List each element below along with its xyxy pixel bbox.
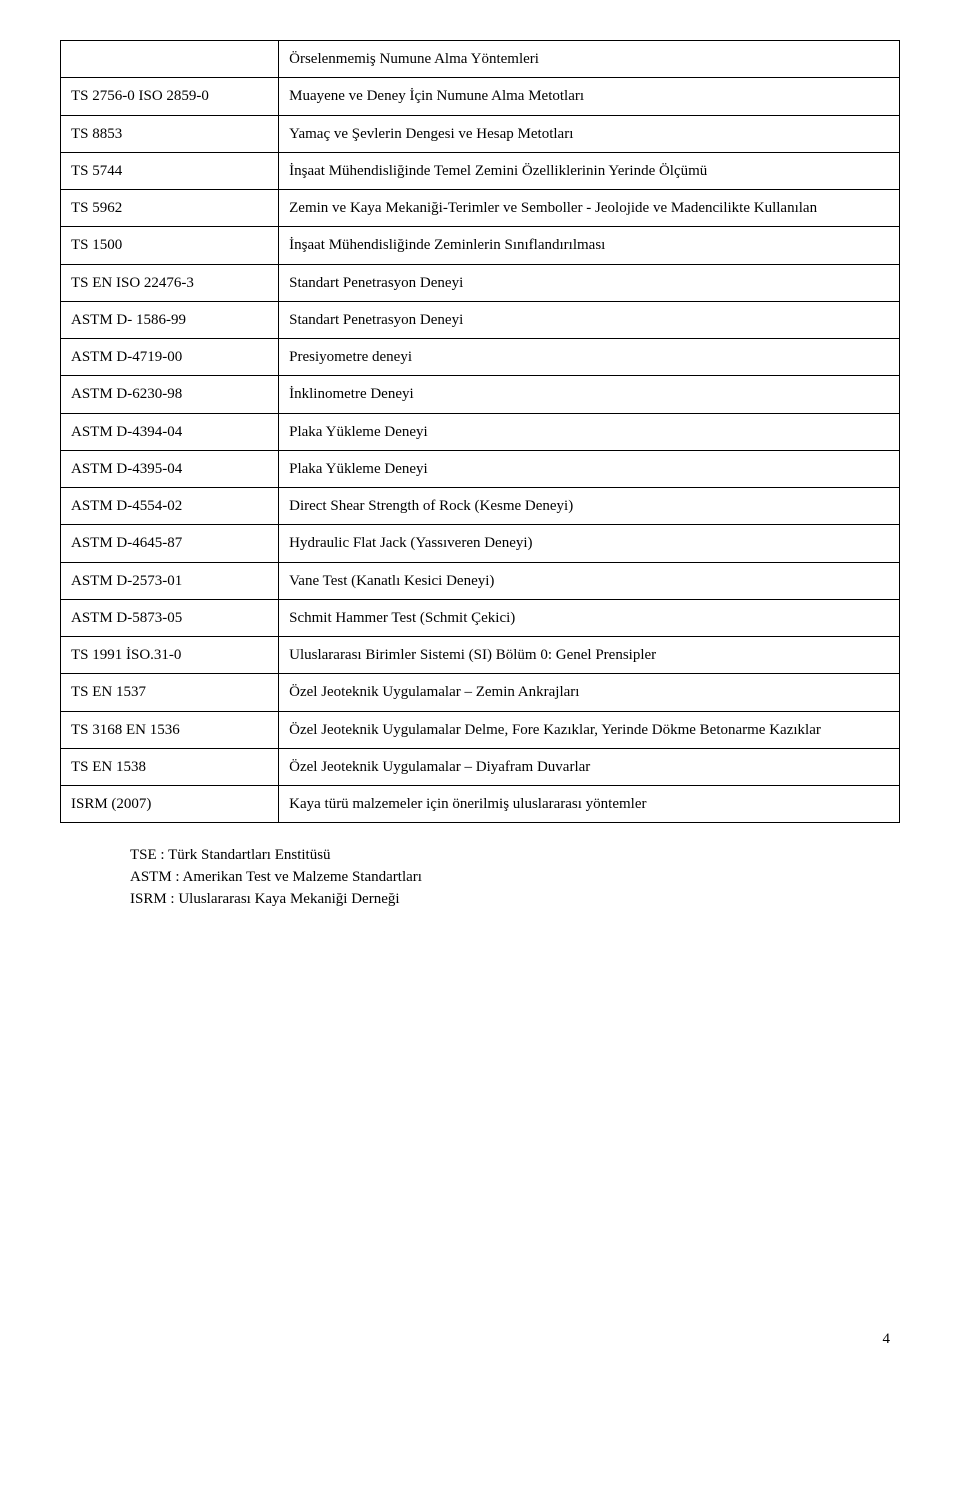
table-row: TS EN 1538Özel Jeoteknik Uygulamalar – D…	[61, 748, 900, 785]
header-empty-cell	[61, 41, 279, 78]
standard-desc-cell: Plaka Yükleme Deneyi	[279, 413, 900, 450]
standard-desc-cell: Kaya türü malzemeler için önerilmiş ulus…	[279, 786, 900, 823]
standard-code-cell: TS EN 1537	[61, 674, 279, 711]
standard-code-cell: TS 5962	[61, 190, 279, 227]
table-row: TS 8853Yamaç ve Şevlerin Dengesi ve Hesa…	[61, 115, 900, 152]
standard-desc-cell: Presiyometre deneyi	[279, 339, 900, 376]
standard-code-cell: TS 1500	[61, 227, 279, 264]
table-row: ASTM D- 1586-99Standart Penetrasyon Dene…	[61, 301, 900, 338]
legend-block: TSE : Türk Standartları Enstitüsü ASTM :…	[130, 845, 900, 910]
legend-line-astm: ASTM : Amerikan Test ve Malzeme Standart…	[130, 867, 900, 889]
table-row: TS EN 1537Özel Jeoteknik Uygulamalar – Z…	[61, 674, 900, 711]
standard-desc-cell: İnşaat Mühendisliğinde Temel Zemini Özel…	[279, 152, 900, 189]
standard-code-cell: ISRM (2007)	[61, 786, 279, 823]
table-row: ASTM D-6230-98İnklinometre Deneyi	[61, 376, 900, 413]
standard-code-cell: TS 8853	[61, 115, 279, 152]
table-row: ASTM D-4554-02Direct Shear Strength of R…	[61, 488, 900, 525]
standard-code-cell: ASTM D-2573-01	[61, 562, 279, 599]
standard-desc-cell: Schmit Hammer Test (Schmit Çekici)	[279, 599, 900, 636]
standard-desc-cell: Özel Jeoteknik Uygulamalar – Zemin Ankra…	[279, 674, 900, 711]
standard-desc-cell: Özel Jeoteknik Uygulamalar Delme, Fore K…	[279, 711, 900, 748]
standard-code-cell: TS 1991 İSO.31-0	[61, 637, 279, 674]
standard-code-cell: TS EN ISO 22476-3	[61, 264, 279, 301]
standard-desc-cell: Yamaç ve Şevlerin Dengesi ve Hesap Metot…	[279, 115, 900, 152]
page-number: 4	[60, 1331, 900, 1348]
table-row: ASTM D-4645-87Hydraulic Flat Jack (Yassı…	[61, 525, 900, 562]
standard-code-cell: TS 5744	[61, 152, 279, 189]
table-row: ASTM D-2573-01Vane Test (Kanatlı Kesici …	[61, 562, 900, 599]
table-row: ASTM D-4719-00Presiyometre deneyi	[61, 339, 900, 376]
standard-code-cell: ASTM D-5873-05	[61, 599, 279, 636]
standard-code-cell: ASTM D-4394-04	[61, 413, 279, 450]
table-row: ASTM D-4395-04Plaka Yükleme Deneyi	[61, 450, 900, 487]
standard-desc-cell: Vane Test (Kanatlı Kesici Deneyi)	[279, 562, 900, 599]
standard-desc-cell: Uluslararası Birimler Sistemi (SI) Bölüm…	[279, 637, 900, 674]
table-row: ASTM D-5873-05Schmit Hammer Test (Schmit…	[61, 599, 900, 636]
table-row: ISRM (2007)Kaya türü malzemeler için öne…	[61, 786, 900, 823]
standard-desc-cell: İnklinometre Deneyi	[279, 376, 900, 413]
table-row: TS 1500İnşaat Mühendisliğinde Zeminlerin…	[61, 227, 900, 264]
standard-code-cell: ASTM D-4395-04	[61, 450, 279, 487]
legend-line-tse: TSE : Türk Standartları Enstitüsü	[130, 845, 900, 867]
standard-desc-cell: İnşaat Mühendisliğinde Zeminlerin Sınıfl…	[279, 227, 900, 264]
standard-code-cell: ASTM D-4719-00	[61, 339, 279, 376]
table-row: TS 5962Zemin ve Kaya Mekaniği-Terimler v…	[61, 190, 900, 227]
standard-code-cell: TS 3168 EN 1536	[61, 711, 279, 748]
standard-code-cell: ASTM D- 1586-99	[61, 301, 279, 338]
standard-desc-cell: Direct Shear Strength of Rock (Kesme Den…	[279, 488, 900, 525]
standards-tbody: Örselenmemiş Numune Alma Yöntemleri TS 2…	[61, 41, 900, 823]
header-title-cell: Örselenmemiş Numune Alma Yöntemleri	[279, 41, 900, 78]
table-row: ASTM D-4394-04Plaka Yükleme Deneyi	[61, 413, 900, 450]
standards-table: Örselenmemiş Numune Alma Yöntemleri TS 2…	[60, 40, 900, 823]
standard-code-cell: ASTM D-4645-87	[61, 525, 279, 562]
standard-desc-cell: Standart Penetrasyon Deneyi	[279, 301, 900, 338]
table-row: TS 5744İnşaat Mühendisliğinde Temel Zemi…	[61, 152, 900, 189]
standard-desc-cell: Zemin ve Kaya Mekaniği-Terimler ve Sembo…	[279, 190, 900, 227]
table-row: TS 1991 İSO.31-0Uluslararası Birimler Si…	[61, 637, 900, 674]
table-row: TS 3168 EN 1536Özel Jeoteknik Uygulamala…	[61, 711, 900, 748]
standard-code-cell: TS 2756-0 ISO 2859-0	[61, 78, 279, 115]
table-header-row: Örselenmemiş Numune Alma Yöntemleri	[61, 41, 900, 78]
standard-code-cell: ASTM D-6230-98	[61, 376, 279, 413]
standard-code-cell: ASTM D-4554-02	[61, 488, 279, 525]
standard-code-cell: TS EN 1538	[61, 748, 279, 785]
table-row: TS EN ISO 22476-3Standart Penetrasyon De…	[61, 264, 900, 301]
standard-desc-cell: Muayene ve Deney İçin Numune Alma Metotl…	[279, 78, 900, 115]
legend-line-isrm: ISRM : Uluslararası Kaya Mekaniği Derneğ…	[130, 889, 900, 911]
table-row: TS 2756-0 ISO 2859-0Muayene ve Deney İçi…	[61, 78, 900, 115]
standard-desc-cell: Özel Jeoteknik Uygulamalar – Diyafram Du…	[279, 748, 900, 785]
standard-desc-cell: Standart Penetrasyon Deneyi	[279, 264, 900, 301]
standard-desc-cell: Hydraulic Flat Jack (Yassıveren Deneyi)	[279, 525, 900, 562]
standard-desc-cell: Plaka Yükleme Deneyi	[279, 450, 900, 487]
